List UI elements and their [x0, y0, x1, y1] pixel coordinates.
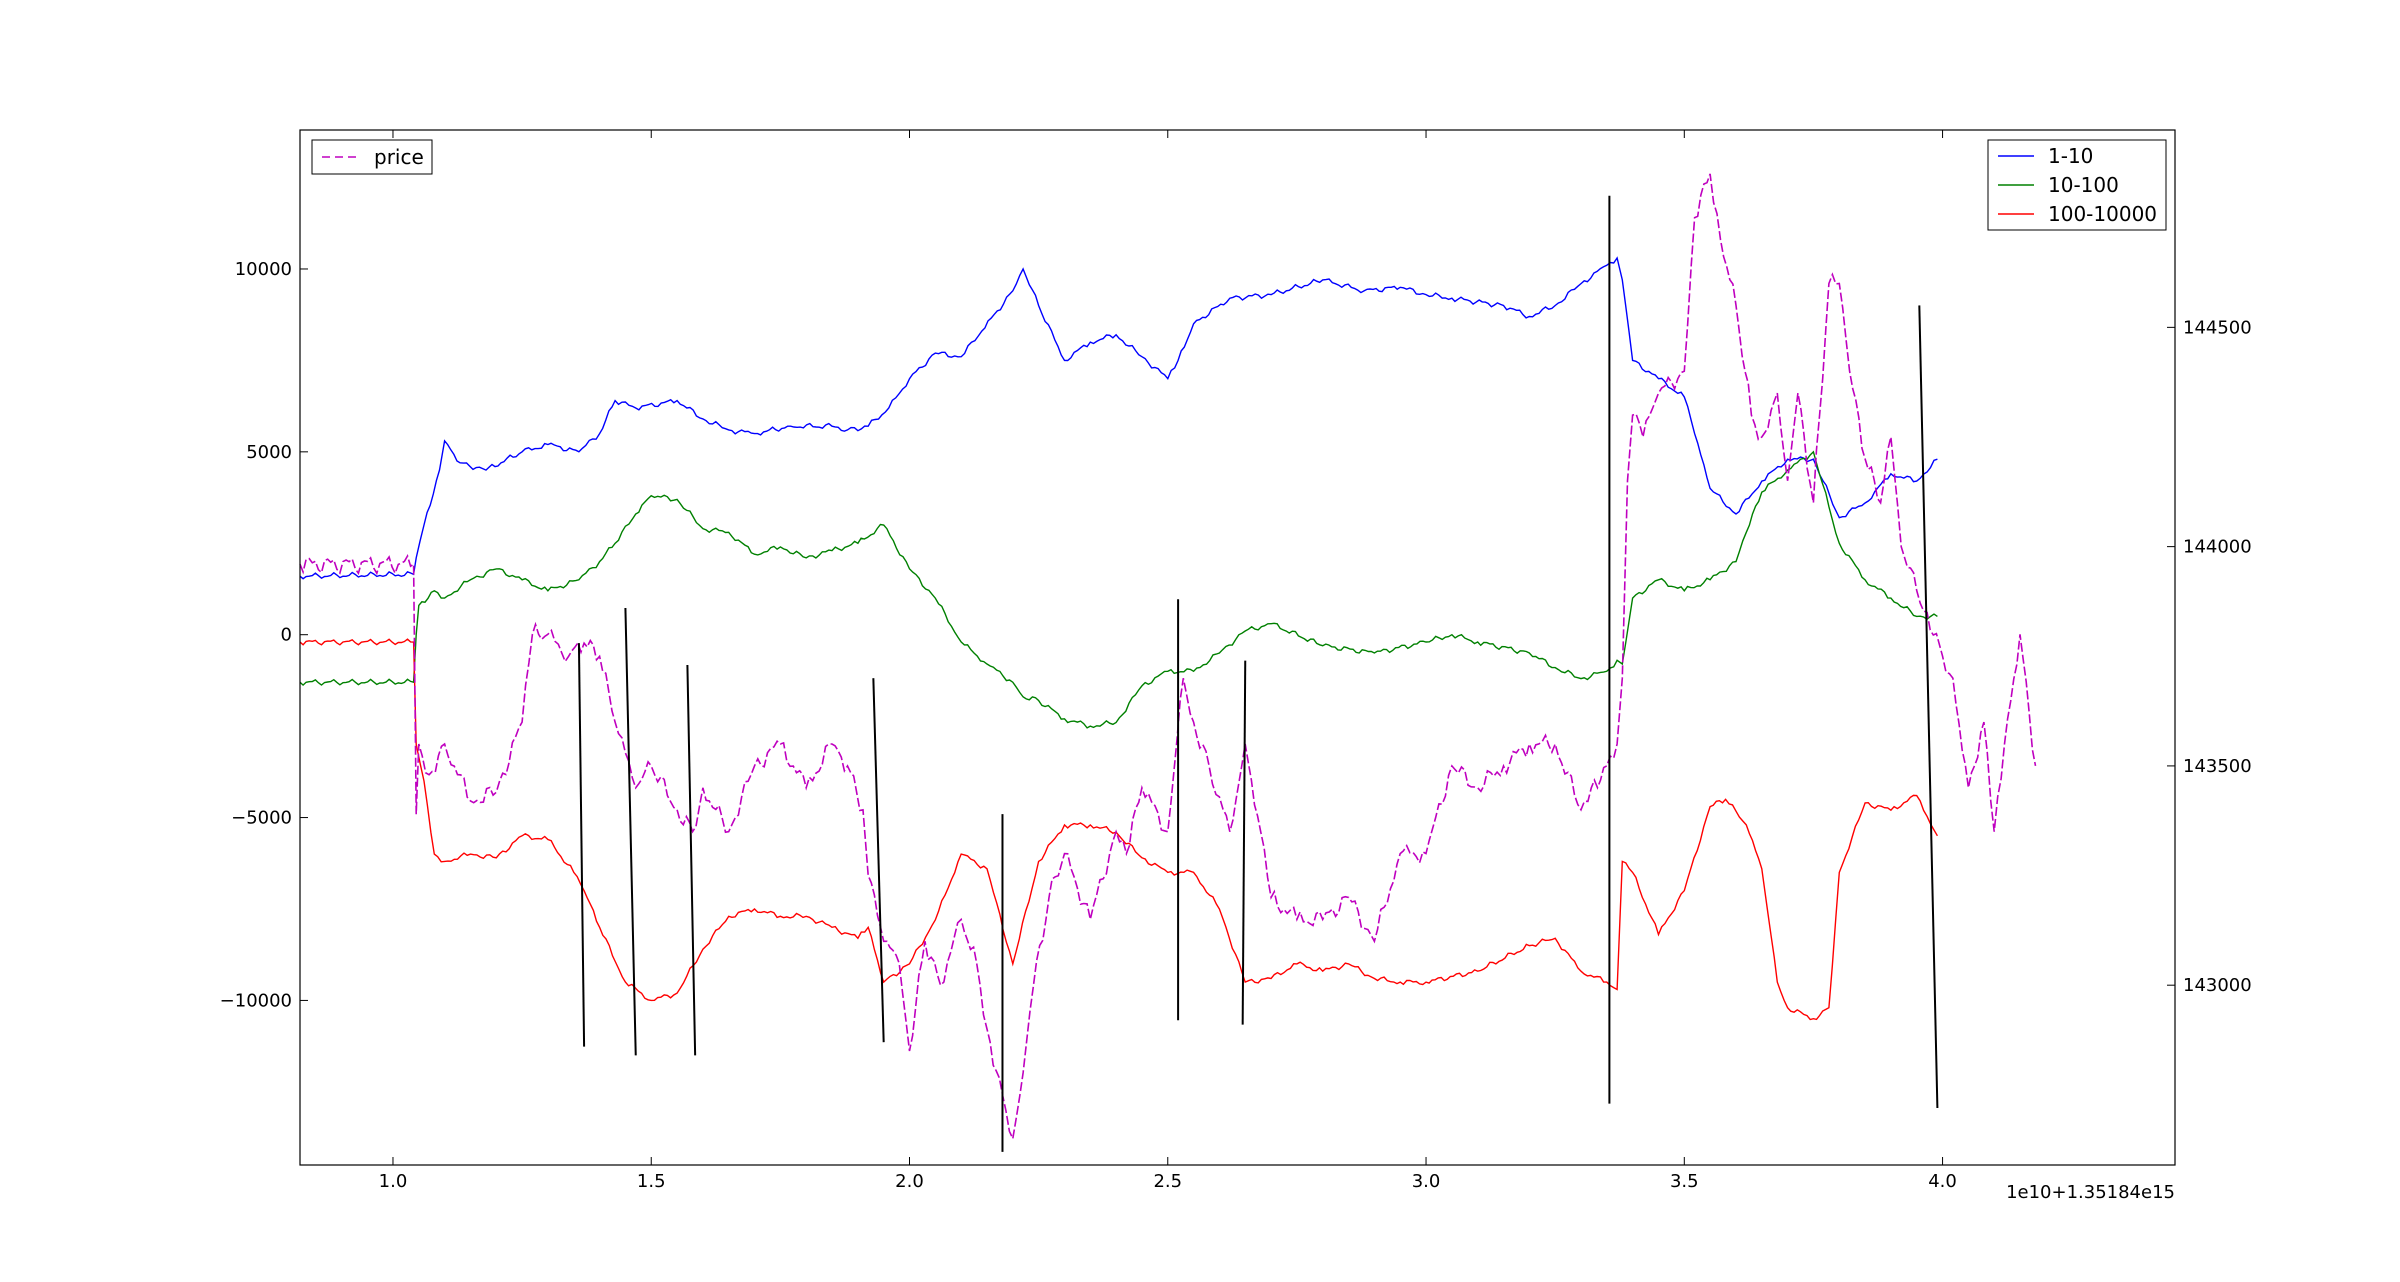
x-tick-label: 3.5 — [1670, 1171, 1699, 1192]
x-tick-label: 2.5 — [1153, 1171, 1182, 1192]
x-tick-label: 3.0 — [1412, 1171, 1441, 1192]
legend-right: 1-10 10-100 100-10000 — [1987, 139, 2167, 231]
black-segments-layer — [577, 195, 1939, 1152]
plot-frame — [299, 129, 2176, 1166]
y-left-tick-label: −10000 — [220, 990, 292, 1011]
x-offset-label: 1e10+1.35184e15 — [2006, 1182, 2175, 1203]
series-line-100-10000 — [299, 638, 1939, 1021]
legend-left-box — [311, 139, 433, 175]
legend-price-label: price — [374, 145, 424, 169]
black-segment-3 — [872, 678, 885, 1043]
x-tick-label: 4.0 — [1928, 1171, 1957, 1192]
y-left-tick-label: −5000 — [231, 808, 292, 829]
series-layer — [299, 173, 2037, 1142]
y-right-tick-label: 143000 — [2183, 975, 2252, 996]
black-segment-2 — [686, 665, 697, 1056]
black-segment-6 — [1241, 660, 1247, 1025]
series-line-10-100 — [299, 450, 1938, 729]
x-tick-label: 1.5 — [637, 1171, 666, 1192]
legend-label-10-100: 10-100 — [2048, 173, 2119, 197]
y-right-tick-label: 144000 — [2183, 537, 2252, 558]
y-left-tick-label: 10000 — [235, 259, 292, 280]
legend-label-1-10: 1-10 — [2048, 144, 2093, 168]
x-tick-label: 1.0 — [379, 1171, 408, 1192]
series-line-1-10 — [299, 256, 1938, 580]
y-left-tick-label: 0 — [281, 625, 292, 646]
y-right-tick-label: 144500 — [2183, 317, 2252, 338]
ticks-layer: 1.0 1.5 2.0 2.5 3.0 3.5 4.0 10000 5000 0 −5000 −100… — [220, 130, 2252, 1192]
series-line-price — [299, 173, 2037, 1142]
x-tick-label: 2.0 — [895, 1171, 924, 1192]
y-left-tick-label: 5000 — [246, 442, 292, 463]
black-segment-8 — [1918, 305, 1939, 1109]
legend-left: price — [311, 139, 433, 175]
black-segment-0 — [577, 643, 586, 1047]
y-right-tick-label: 143500 — [2183, 756, 2252, 777]
black-segment-1 — [624, 608, 637, 1056]
legend-label-100-10000: 100-10000 — [2048, 202, 2157, 226]
